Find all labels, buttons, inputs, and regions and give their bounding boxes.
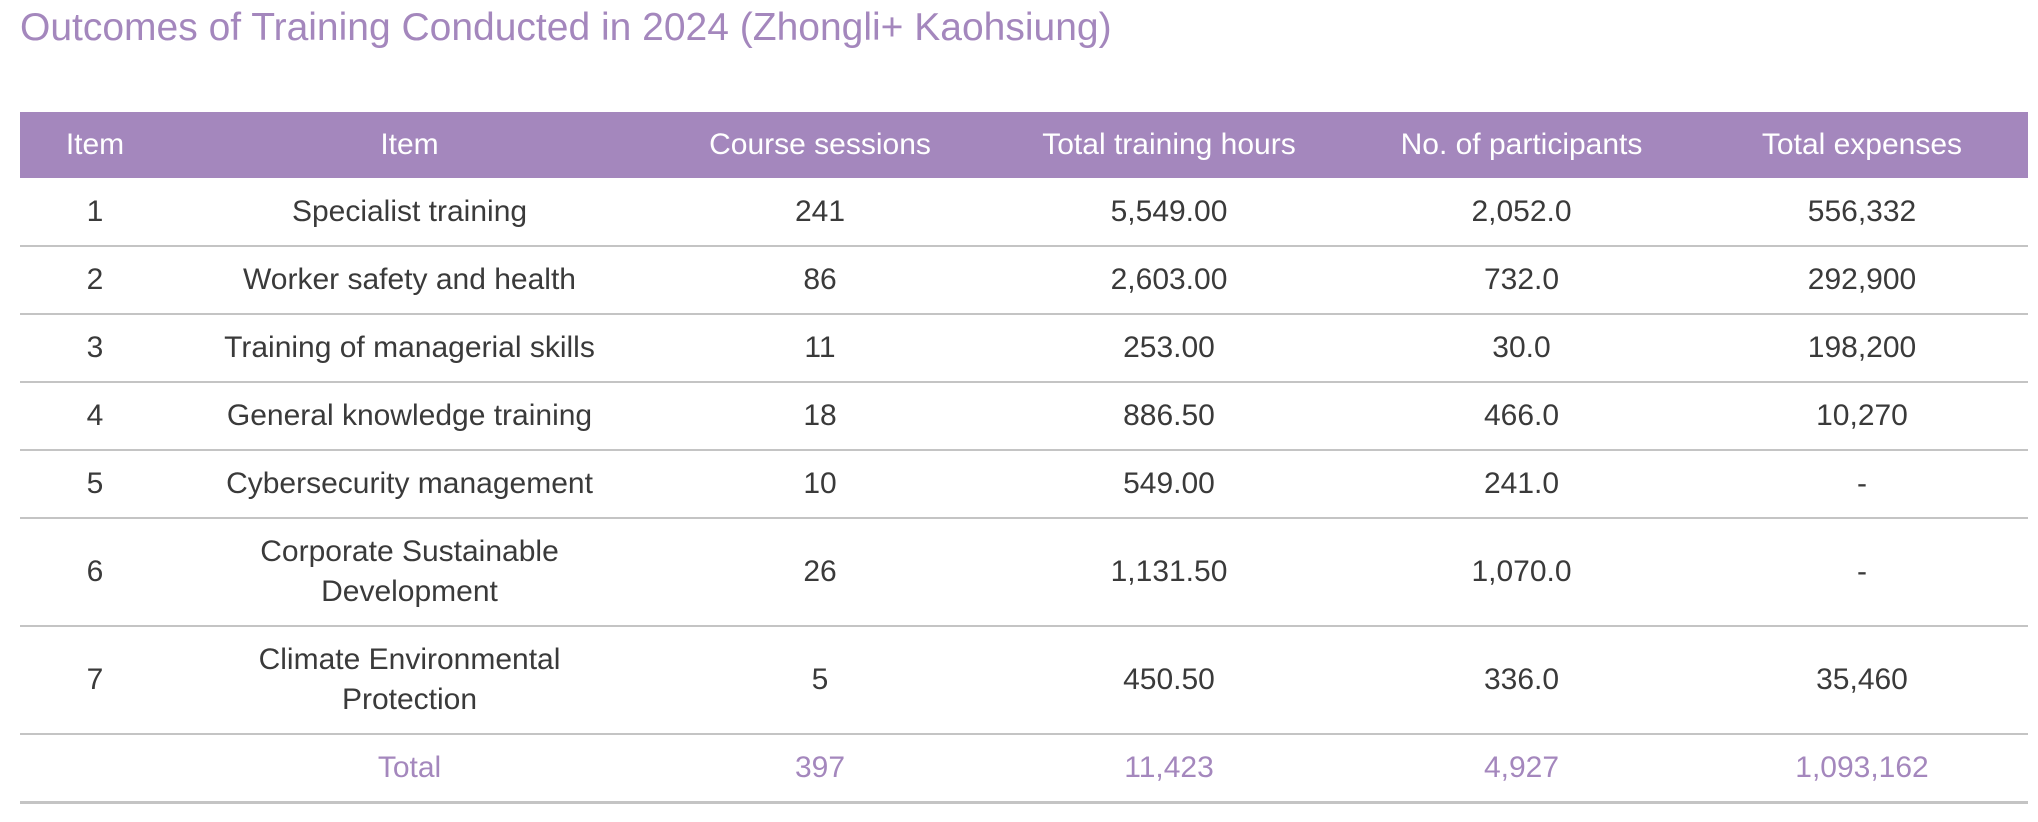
item-name-line-1: Climate Environmental (258, 643, 561, 676)
total-expenses: 1,093,162 (1696, 734, 2028, 804)
cell-item-name: Worker safety and health (170, 246, 649, 315)
total-empty-cell (20, 734, 170, 804)
cell-item-name: Climate Environmental Protection (170, 626, 649, 735)
cell-participants: 1,070.0 (1347, 518, 1696, 627)
page-title: Outcomes of Training Conducted in 2024 (… (20, 6, 1112, 49)
total-row: Total 397 11,423 4,927 1,093,162 (20, 734, 2028, 804)
cell-item-number: 1 (20, 178, 170, 247)
header-item-number: Item (65, 128, 125, 161)
cell-item-name: Training of managerial skills (170, 314, 649, 383)
cell-item-number: 6 (20, 518, 170, 627)
cell-expenses: - (1696, 518, 2028, 627)
cell-participants: 732.0 (1347, 246, 1696, 315)
total-course-sessions: 397 (649, 734, 991, 804)
cell-participants: 241.0 (1347, 450, 1696, 519)
cell-training-hours: 1,131.50 (991, 518, 1347, 627)
table-row: 7 Climate Environmental Protection 5 450… (20, 626, 2028, 735)
cell-training-hours: 450.50 (991, 626, 1347, 735)
training-outcomes-table: Item Item Course sessions Total training… (20, 112, 2028, 804)
cell-training-hours: 253.00 (991, 314, 1347, 383)
cell-expenses: - (1696, 450, 2028, 519)
cell-participants: 2,052.0 (1347, 178, 1696, 247)
cell-course-sessions: 86 (649, 246, 991, 315)
cell-training-hours: 549.00 (991, 450, 1347, 519)
total-participants: 4,927 (1347, 734, 1696, 804)
cell-expenses: 35,460 (1696, 626, 2028, 735)
header-total-training-hours: Total training hours (1042, 128, 1296, 161)
item-name-line-2: Development (321, 575, 498, 608)
cell-course-sessions: 18 (649, 382, 991, 451)
cell-training-hours: 2,603.00 (991, 246, 1347, 315)
total-training-hours: 11,423 (991, 734, 1347, 804)
cell-expenses: 10,270 (1696, 382, 2028, 451)
table-row: 5 Cybersecurity management 10 549.00 241… (20, 450, 2028, 519)
cell-item-number: 3 (20, 314, 170, 383)
cell-training-hours: 5,549.00 (991, 178, 1347, 247)
cell-item-number: 4 (20, 382, 170, 451)
cell-item-number: 5 (20, 450, 170, 519)
header-course-sessions: Course sessions (709, 128, 931, 161)
cell-item-name: Cybersecurity management (170, 450, 649, 519)
cell-participants: 336.0 (1347, 626, 1696, 735)
cell-course-sessions: 5 (649, 626, 991, 735)
item-name-line-2: Protection (341, 683, 478, 716)
table-row: 6 Corporate Sustainable Development 26 1… (20, 518, 2028, 627)
table-row: 2 Worker safety and health 86 2,603.00 7… (20, 246, 2028, 315)
header-item-name: Item (380, 128, 439, 161)
cell-item-number: 2 (20, 246, 170, 315)
cell-item-number: 7 (20, 626, 170, 735)
cell-item-name: Specialist training (170, 178, 649, 247)
cell-participants: 30.0 (1347, 314, 1696, 383)
cell-course-sessions: 10 (649, 450, 991, 519)
item-name-line-1: Corporate Sustainable (260, 535, 559, 568)
total-label: Total (170, 734, 649, 804)
cell-expenses: 292,900 (1696, 246, 2028, 315)
cell-participants: 466.0 (1347, 382, 1696, 451)
header-no-of-participants: No. of participants (1400, 128, 1643, 161)
header-total-expenses: Total expenses (1761, 128, 1963, 161)
table-row: 1 Specialist training 241 5,549.00 2,052… (20, 178, 2028, 247)
cell-item-name: Corporate Sustainable Development (170, 518, 649, 627)
cell-training-hours: 886.50 (991, 382, 1347, 451)
cell-course-sessions: 241 (649, 178, 991, 247)
table-row: 4 General knowledge training 18 886.50 4… (20, 382, 2028, 451)
cell-expenses: 556,332 (1696, 178, 2028, 247)
cell-course-sessions: 11 (649, 314, 991, 383)
cell-course-sessions: 26 (649, 518, 991, 627)
table-row: 3 Training of managerial skills 11 253.0… (20, 314, 2028, 383)
table-header-row: Item Item Course sessions Total training… (20, 112, 2028, 178)
cell-item-name: General knowledge training (170, 382, 649, 451)
cell-expenses: 198,200 (1696, 314, 2028, 383)
